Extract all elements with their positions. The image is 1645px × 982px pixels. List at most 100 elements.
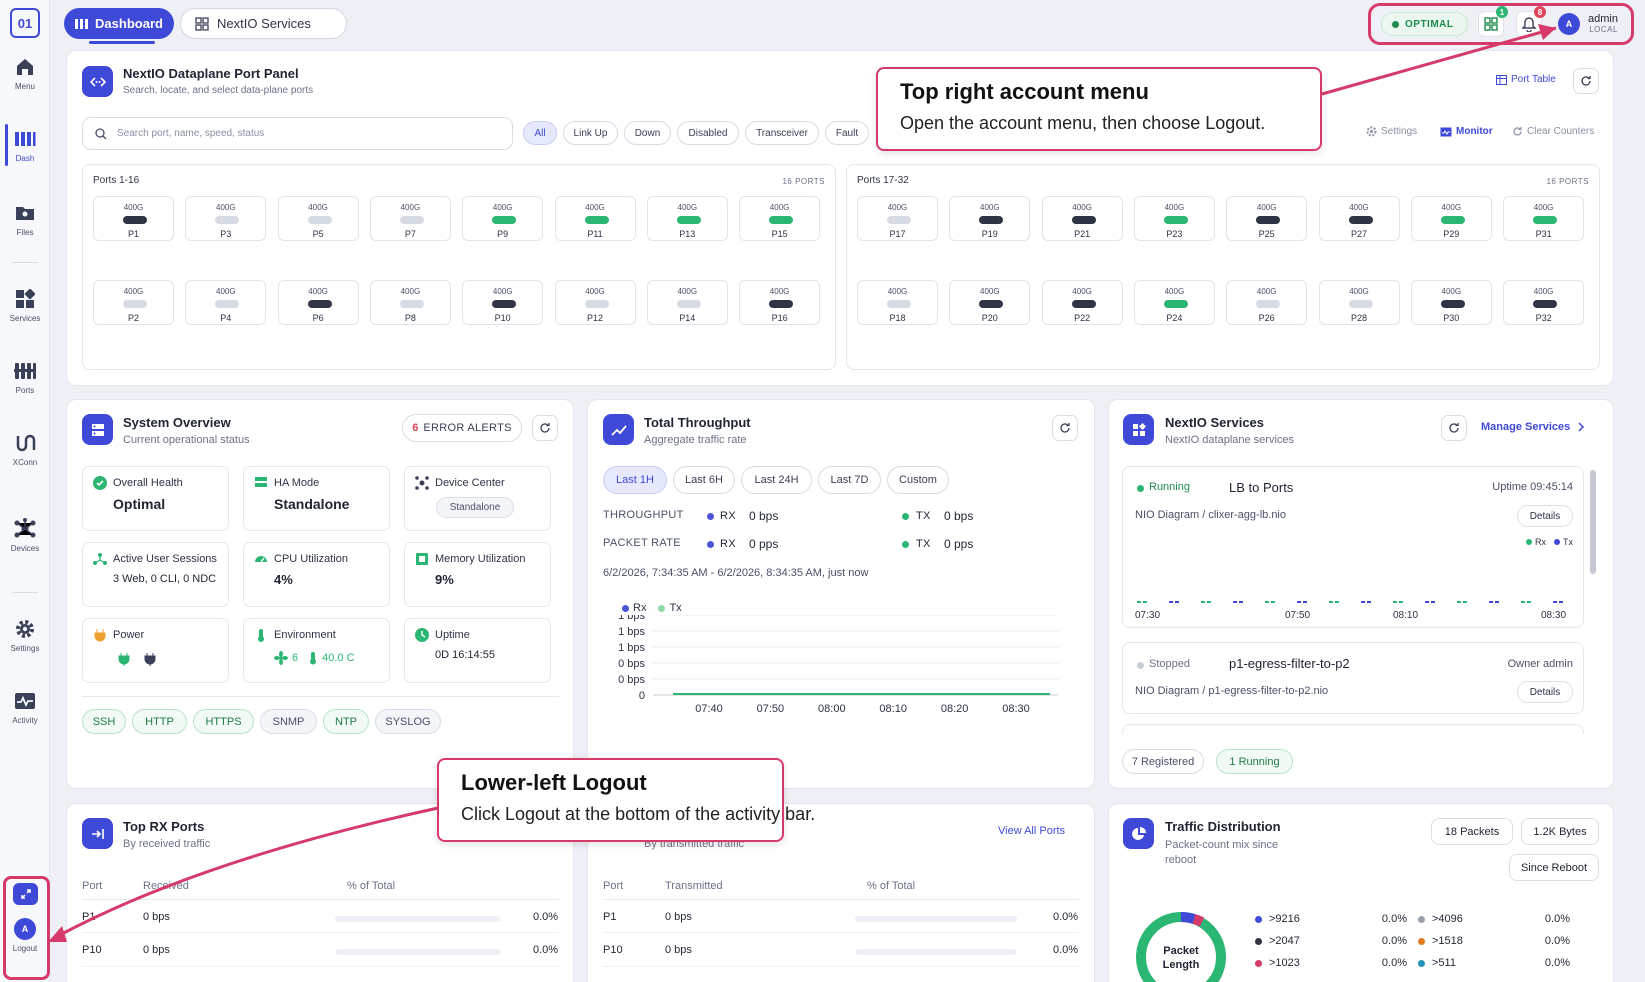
port-p18[interactable]: 400G P18 <box>857 280 938 325</box>
port-status-led <box>1071 216 1096 224</box>
range-last-7d[interactable]: Last 7D <box>818 466 881 494</box>
system-refresh-button[interactable] <box>532 415 558 441</box>
view-all-ports-link[interactable]: View All Ports <box>998 825 1066 837</box>
sidebar-item-ports[interactable]: Ports <box>0 348 50 406</box>
protocol-syslog[interactable]: SYSLOG <box>375 709 441 734</box>
port-table-link[interactable]: Port Table <box>1496 74 1556 85</box>
details-button[interactable]: Details <box>1517 505 1573 527</box>
port-p12[interactable]: 400G P12 <box>554 280 636 325</box>
port-p21[interactable]: 400G P21 <box>1041 196 1123 241</box>
filter-fault[interactable]: Fault <box>825 121 869 145</box>
legend-label: Rx <box>1535 537 1546 547</box>
time-range-text: 6/2/2026, 7:34:35 AM - 6/2/2026, 8:34:35… <box>603 567 869 579</box>
tab-dashboard[interactable]: Dashboard <box>64 8 174 39</box>
port-p1[interactable]: 400G P1 <box>93 196 174 241</box>
expand-sidebar-button[interactable] <box>13 883 38 905</box>
protocol-snmp[interactable]: SNMP <box>260 709 317 734</box>
since-reboot-toggle[interactable]: Since Reboot <box>1509 854 1599 881</box>
spark-tick: 07:30 <box>1135 610 1161 621</box>
port-p3[interactable]: 400G P3 <box>185 196 267 241</box>
port-p17[interactable]: 400G P17 <box>857 196 938 241</box>
column-header: % of Total <box>867 880 916 892</box>
sidebar-item-devices[interactable]: Devices <box>0 506 50 564</box>
port-p11[interactable]: 400G P11 <box>554 196 636 241</box>
port-name: P17 <box>889 229 906 239</box>
port-name: P27 <box>1350 229 1367 239</box>
port-speed: 400G <box>1441 203 1462 212</box>
port-p23[interactable]: 400G P23 <box>1133 196 1215 241</box>
system-overview-subtitle: Current operational status <box>123 434 250 446</box>
port-p15[interactable]: 400G P15 <box>739 196 821 241</box>
port-p10[interactable]: 400G P10 <box>462 280 544 325</box>
port-p26[interactable]: 400G P26 <box>1226 280 1308 325</box>
filter-transceiver[interactable]: Transceiver <box>745 121 819 145</box>
range-last-1h[interactable]: Last 1H <box>603 466 667 494</box>
range-custom[interactable]: Custom <box>887 466 949 494</box>
sidebar-item-services[interactable]: Services <box>0 276 50 334</box>
filter-link-up[interactable]: Link Up <box>563 121 618 145</box>
service-item[interactable]: Running LB to Ports Uptime 09:45:14 NIO … <box>1122 466 1584 628</box>
stat-label: Overall Health <box>113 477 183 489</box>
port-p20[interactable]: 400G P20 <box>949 280 1031 325</box>
port-p13[interactable]: 400G P13 <box>646 196 728 241</box>
protocol-https[interactable]: HTTPS <box>193 709 254 734</box>
app-logo[interactable]: 01 <box>10 8 40 38</box>
range-last-6h[interactable]: Last 6H <box>673 466 735 494</box>
port-p4[interactable]: 400G P4 <box>185 280 267 325</box>
port-search-input[interactable]: Search port, name, speed, status <box>82 117 513 150</box>
port-p29[interactable]: 400G P29 <box>1410 196 1492 241</box>
port-p5[interactable]: 400G P5 <box>277 196 359 241</box>
port-panel-refresh-button[interactable] <box>1573 68 1599 94</box>
port-p2[interactable]: 400G P2 <box>93 280 174 325</box>
bytes-toggle[interactable]: 1.2K Bytes <box>1521 818 1599 845</box>
port-p24[interactable]: 400G P24 <box>1133 280 1215 325</box>
services-scrollbar[interactable] <box>1590 470 1596 574</box>
port-panel-subtitle: Search, locate, and select data-plane po… <box>123 85 314 96</box>
sidebar-item-xconn[interactable]: XConn <box>0 420 50 478</box>
port-p7[interactable]: 400G P7 <box>369 196 451 241</box>
port-p16[interactable]: 400G P16 <box>739 280 821 325</box>
packets-toggle[interactable]: 18 Packets <box>1431 818 1513 845</box>
filter-disabled[interactable]: Disabled <box>677 121 739 145</box>
port-settings-button[interactable]: Settings <box>1366 126 1417 137</box>
port-p8[interactable]: 400G P8 <box>369 280 451 325</box>
logout-button[interactable]: A Logout <box>0 918 50 968</box>
protocol-ntp[interactable]: NTP <box>323 709 369 734</box>
tab-nextio-services[interactable]: NextIO Services <box>180 8 347 39</box>
port-speed: 400G <box>1533 287 1554 296</box>
manage-services-link[interactable]: Manage Services <box>1481 421 1585 433</box>
service-item[interactable]: Stopped p1-egress-filter-to-p2 Owner adm… <box>1122 642 1584 714</box>
port-p6[interactable]: 400G P6 <box>277 280 359 325</box>
port-p27[interactable]: 400G P27 <box>1318 196 1400 241</box>
filter-all[interactable]: All <box>523 121 557 145</box>
services-refresh-button[interactable] <box>1441 415 1467 441</box>
details-button[interactable]: Details <box>1517 681 1573 703</box>
port-p22[interactable]: 400G P22 <box>1041 280 1123 325</box>
sidebar-item-files[interactable]: Files <box>0 190 50 248</box>
range-last-24h[interactable]: Last 24H <box>741 466 812 494</box>
throughput-refresh-button[interactable] <box>1052 415 1078 441</box>
port-p28[interactable]: 400G P28 <box>1318 280 1400 325</box>
sidebar-item-dash[interactable]: Dash <box>0 116 50 174</box>
error-alerts-button[interactable]: 6 ERROR ALERTS <box>402 414 522 442</box>
port-p14[interactable]: 400G P14 <box>646 280 728 325</box>
port-p25[interactable]: 400G P25 <box>1226 196 1308 241</box>
account-menu[interactable]: A admin LOCAL <box>1558 12 1618 36</box>
callout-title: Lower-left Logout <box>461 770 647 795</box>
port-monitor-button[interactable]: Monitor <box>1440 126 1493 137</box>
xconn-icon <box>14 432 36 454</box>
port-speed: 400G <box>1164 287 1185 296</box>
protocol-http[interactable]: HTTP <box>132 709 187 734</box>
sidebar-item-activity[interactable]: Activity <box>0 678 50 736</box>
port-p9[interactable]: 400G P9 <box>462 196 544 241</box>
filter-down[interactable]: Down <box>624 121 671 145</box>
search-placeholder: Search port, name, speed, status <box>117 128 265 139</box>
port-p30[interactable]: 400G P30 <box>1410 280 1492 325</box>
port-p31[interactable]: 400G P31 <box>1503 196 1585 241</box>
clear-counters-button[interactable]: Clear Counters <box>1512 126 1594 137</box>
sidebar-item-settings[interactable]: Settings <box>0 606 50 664</box>
sidebar-item-menu[interactable]: Menu <box>0 44 50 102</box>
port-p19[interactable]: 400G P19 <box>949 196 1031 241</box>
port-p32[interactable]: 400G P32 <box>1503 280 1585 325</box>
protocol-ssh[interactable]: SSH <box>82 709 126 734</box>
